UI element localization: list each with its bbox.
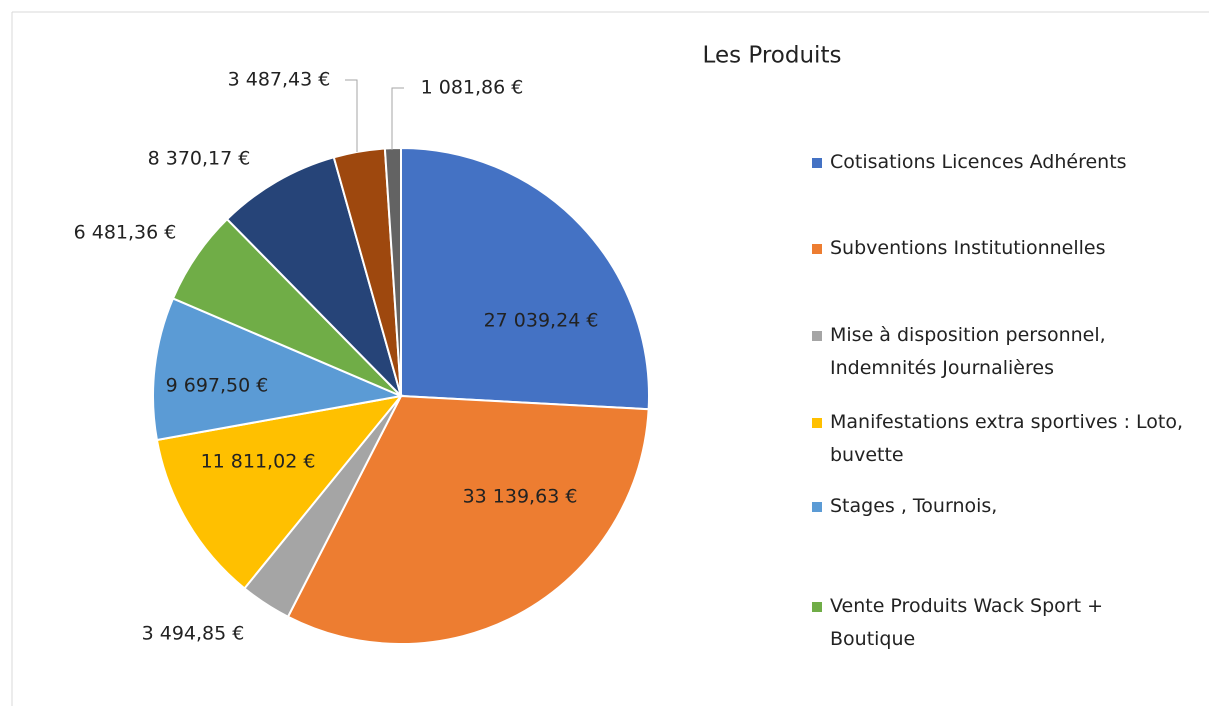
pie-slice <box>152 297 405 442</box>
legend-label: Vente Produits Wack Sport + Boutique <box>830 595 1104 650</box>
data-label: 9 697,50 € <box>166 375 269 397</box>
data-label: 3 494,85 € <box>142 623 245 645</box>
leader-line <box>391 87 404 150</box>
data-label: 27 039,24 € <box>484 310 599 332</box>
legend-label: Stages , Tournois, <box>830 495 998 517</box>
legend-item: Cotisations Licences Adhérents <box>812 146 1192 179</box>
data-label: 8 370,17 € <box>148 148 251 170</box>
legend-swatch <box>812 244 822 254</box>
legend-swatch <box>812 502 822 512</box>
pie-slice <box>225 156 402 397</box>
data-label: 1 081,86 € <box>421 77 524 99</box>
legend-label: Mise à disposition personnel, Indemnités… <box>830 324 1106 379</box>
pie-slice <box>383 146 402 397</box>
legend-swatch <box>812 331 822 341</box>
legend-label: Subventions Institutionnelles <box>830 237 1106 259</box>
legend-item: Subventions Institutionnelles <box>812 232 1192 265</box>
pie-slice <box>155 394 404 590</box>
legend-swatch <box>812 418 822 428</box>
pie-slice <box>400 146 650 411</box>
chart-title: Les Produits <box>703 43 842 69</box>
legend-swatch <box>812 602 822 612</box>
data-label: 11 811,02 € <box>201 451 316 473</box>
data-label: 33 139,63 € <box>463 486 578 508</box>
legend-item: Manifestations extra sportives : Loto, b… <box>812 406 1192 472</box>
legend-item: Stages , Tournois, <box>812 490 1192 523</box>
legend-label: Manifestations extra sportives : Loto, b… <box>830 411 1184 466</box>
legend-swatch <box>812 158 822 168</box>
legend-item: Mise à disposition personnel, Indemnités… <box>812 319 1192 385</box>
leader-line <box>345 79 358 152</box>
legend-item: Vente Produits Wack Sport + Boutique <box>812 590 1192 656</box>
pie-slice <box>286 394 650 645</box>
legend-label: Cotisations Licences Adhérents <box>830 151 1127 173</box>
data-label: 6 481,36 € <box>74 222 177 244</box>
data-label: 3 487,43 € <box>228 69 331 91</box>
